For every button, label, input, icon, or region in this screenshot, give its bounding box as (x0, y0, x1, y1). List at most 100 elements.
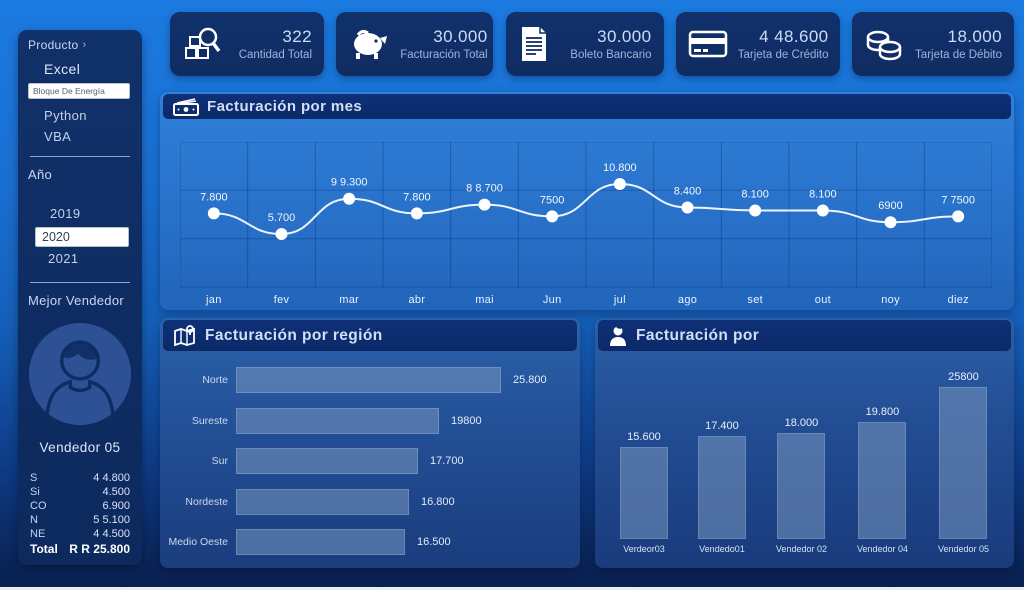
anio-option-2019[interactable]: 2019 (50, 206, 81, 221)
kpi-label: Cantidad Total (238, 49, 312, 61)
kpi-value: 4 48.600 (759, 27, 829, 46)
coins-icon (866, 30, 902, 61)
vendor-bar[interactable] (697, 436, 746, 539)
data-label: 7500 (540, 194, 564, 206)
data-point[interactable] (478, 198, 491, 211)
kpi-label: Boleto Bancario (570, 49, 652, 61)
data-label: 6900 (878, 200, 902, 212)
data-label: 9 9.300 (331, 177, 368, 189)
data-label: 7 7500 (941, 194, 975, 206)
vendor-name-label: Vendedor 05 (937, 544, 989, 554)
kpi-card-tarjeta-credito[interactable]: 4 48.600 Tarjeta de Crédito (675, 12, 840, 76)
line-panel-header: Facturación por mes (163, 94, 1011, 119)
stat-value: 4 4.800 (93, 472, 130, 484)
stat-label: S (30, 472, 38, 484)
stat-label: NE (30, 528, 46, 540)
data-point[interactable] (749, 204, 762, 217)
data-point[interactable] (275, 228, 288, 240)
vendor-name-label: Vendedo01 (699, 544, 745, 554)
divider (30, 282, 130, 283)
vendor-column: 19.800 Vendedor 04 (857, 360, 908, 558)
stat-value: 4.500 (102, 486, 130, 498)
month-label: jan (206, 294, 222, 306)
data-label: 10.800 (603, 162, 637, 174)
kpi-card-boleto-bancario[interactable]: 30.000 Boleto Bancario (505, 12, 664, 76)
region-row: Nordeste 16.800 (160, 482, 580, 523)
vendor-bar[interactable] (858, 422, 907, 539)
kpi-card-facturacion-total[interactable]: 30.000 Facturación Total (336, 12, 494, 76)
region-bar[interactable] (236, 367, 501, 394)
piggy-bank-icon (354, 29, 388, 59)
money-bill-icon (173, 97, 199, 116)
map-icon (174, 324, 195, 346)
region-bar[interactable] (236, 448, 418, 475)
region-panel-header: Facturación por región (163, 320, 577, 351)
stat-value: 6.900 (102, 500, 130, 512)
mejor-vendedor-label: Mejor Vendedor (28, 293, 124, 308)
vendor-bar[interactable] (939, 387, 988, 539)
vendor-value: 19.800 (865, 406, 900, 418)
anio-option-2021[interactable]: 2021 (48, 251, 79, 266)
stat-value: 4 4.500 (93, 528, 130, 540)
stat-value: 5 5.100 (93, 514, 130, 526)
region-value: 19800 (451, 414, 482, 427)
producto-option-python[interactable]: Python (44, 108, 87, 123)
person-icon (610, 325, 626, 346)
region-bar[interactable] (236, 529, 405, 556)
line-chart-svg: 7.800 5.700 9 9.300 7.800 8 8.700 7500 10.800 8… (179, 141, 993, 288)
kpi-value: 30.000 (597, 27, 652, 46)
document-icon (521, 27, 546, 61)
kpi-label: Facturación Total (400, 49, 488, 61)
producto-section-label: Producto › (28, 38, 132, 52)
stat-row: NE 4 4.500 (30, 527, 130, 541)
kpi-card-cantidad-total[interactable]: 322 Cantidad Total (170, 12, 324, 76)
producto-option-selected[interactable]: Bloque De Energía (28, 83, 130, 99)
data-point[interactable] (952, 210, 965, 223)
avatar (28, 320, 132, 428)
data-point[interactable] (546, 210, 559, 223)
kpi-value: 18.000 (947, 27, 1002, 46)
month-label: abr (408, 294, 426, 306)
avatar-person-icon (28, 322, 132, 426)
producto-option-vba[interactable]: VBA (44, 129, 72, 144)
region-value: 16.500 (417, 536, 451, 549)
region-chart-title: Facturación por región (205, 326, 383, 344)
vendor-value: 25800 (948, 371, 979, 383)
region-bar[interactable] (236, 407, 439, 434)
data-point[interactable] (884, 216, 897, 229)
vendor-column: 17.400 Vendedo01 (697, 360, 746, 558)
stat-label: N (30, 514, 38, 526)
kpi-label: Tarjeta de Crédito (737, 49, 829, 61)
month-label: jul (613, 294, 626, 306)
data-point[interactable] (681, 201, 694, 214)
data-point[interactable] (343, 192, 356, 205)
vendor-value: 15.600 (627, 431, 661, 443)
stat-row: N 5 5.100 (30, 513, 130, 527)
vendor-bar[interactable] (777, 433, 826, 539)
anio-option-2020[interactable]: 2020 (35, 227, 129, 247)
month-label: out (814, 294, 831, 306)
data-point[interactable] (207, 207, 220, 220)
month-label: noy (881, 294, 900, 306)
stat-label: Si (30, 486, 40, 498)
vendor-bar[interactable] (619, 447, 668, 539)
data-point[interactable] (410, 207, 423, 220)
vendor-stats-table: S 4 4.800 Si 4.500 CO 6.900 N 5 5.100 NE… (28, 471, 132, 556)
month-label: ago (677, 294, 698, 306)
producto-option-excel[interactable]: Excel (44, 61, 81, 77)
total-value: R R 25.800 (69, 542, 130, 556)
kpi-card-tarjeta-debito[interactable]: 18.000 Tarjeta de Débito (852, 12, 1014, 76)
region-row: Norte 25.800 (160, 360, 580, 401)
month-label: mar (339, 294, 360, 306)
data-point[interactable] (816, 204, 829, 217)
stat-row: S 4 4.800 (30, 471, 130, 485)
region-label: Norte (202, 374, 228, 387)
stat-total-row: Total R R 25.800 (30, 542, 130, 556)
region-bar[interactable] (236, 488, 409, 515)
data-point[interactable] (613, 178, 626, 190)
kpi-value: 30.000 (433, 27, 488, 46)
data-label: 7.800 (200, 191, 228, 203)
facturacion-por-region-panel: Facturación por región Norte 25.800 Surest… (160, 318, 580, 568)
data-label: 8.100 (809, 188, 837, 200)
data-label: 8.100 (741, 188, 769, 200)
